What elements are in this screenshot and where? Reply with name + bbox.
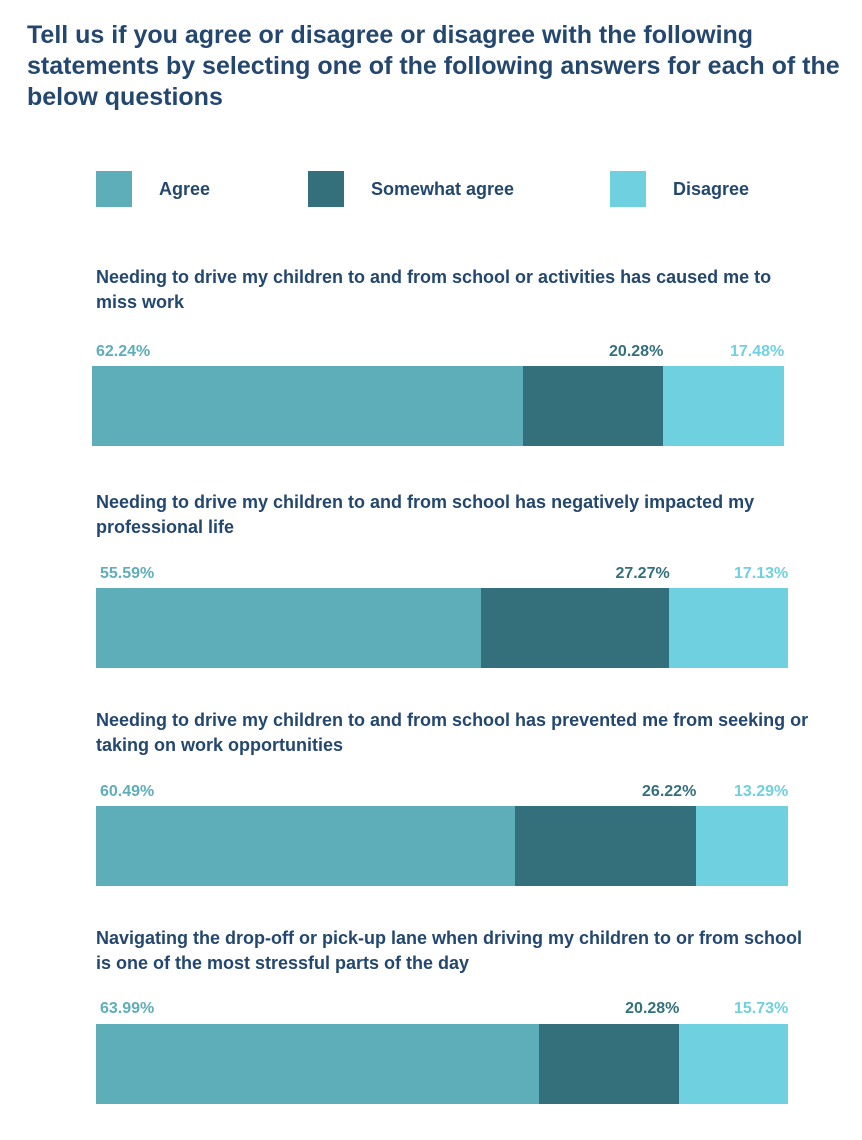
legend-label-disagree: Disagree bbox=[673, 179, 750, 199]
question-label: Needing to drive my children to and from… bbox=[96, 710, 809, 755]
bar-segment-agree bbox=[92, 366, 523, 446]
value-label-disagree: 13.29% bbox=[734, 783, 789, 800]
stacked-bar bbox=[96, 806, 788, 886]
value-label-somewhat-agree: 20.28% bbox=[625, 1000, 680, 1017]
value-label-agree: 62.24% bbox=[96, 343, 151, 360]
bar-segment-somewhat-agree bbox=[538, 1024, 680, 1104]
bar-segment-somewhat-agree bbox=[522, 366, 664, 446]
legend-swatch-agree bbox=[96, 171, 132, 207]
bar-segment-somewhat-agree bbox=[514, 806, 697, 886]
value-label-disagree: 17.13% bbox=[734, 565, 789, 582]
bar-segment-disagree bbox=[669, 588, 788, 668]
value-label-agree: 63.99% bbox=[100, 1000, 155, 1017]
legend-label-agree: Agree bbox=[159, 179, 211, 199]
value-label-somewhat-agree: 20.28% bbox=[609, 343, 664, 360]
question-label: Needing to drive my children to and from… bbox=[96, 492, 755, 537]
value-label-disagree: 15.73% bbox=[734, 1000, 789, 1017]
question-label: Navigating the drop-off or pick-up lane … bbox=[96, 928, 803, 973]
legend-swatch-somewhat-agree bbox=[308, 171, 344, 207]
question-label: Needing to drive my children to and from… bbox=[96, 267, 772, 312]
bar-segment-agree bbox=[96, 806, 515, 886]
legend-swatch-disagree bbox=[610, 171, 646, 207]
bar-segment-disagree bbox=[696, 806, 788, 886]
bar-segment-agree bbox=[96, 1024, 539, 1104]
value-label-somewhat-agree: 27.27% bbox=[615, 565, 670, 582]
bar-segment-somewhat-agree bbox=[480, 588, 670, 668]
stacked-bar bbox=[92, 366, 784, 446]
stacked-bar bbox=[96, 1024, 788, 1104]
bar-segment-disagree bbox=[663, 366, 784, 446]
bar-segment-agree bbox=[96, 588, 481, 668]
stacked-bar bbox=[96, 588, 788, 668]
legend-label-somewhat-agree: Somewhat agree bbox=[371, 179, 515, 199]
bar-segment-disagree bbox=[679, 1024, 788, 1104]
value-label-somewhat-agree: 26.22% bbox=[642, 783, 697, 800]
chart-title: Tell us if you agree or disagree or disa… bbox=[27, 21, 840, 111]
value-label-agree: 60.49% bbox=[100, 783, 155, 800]
value-label-disagree: 17.48% bbox=[730, 343, 785, 360]
value-label-agree: 55.59% bbox=[100, 565, 155, 582]
